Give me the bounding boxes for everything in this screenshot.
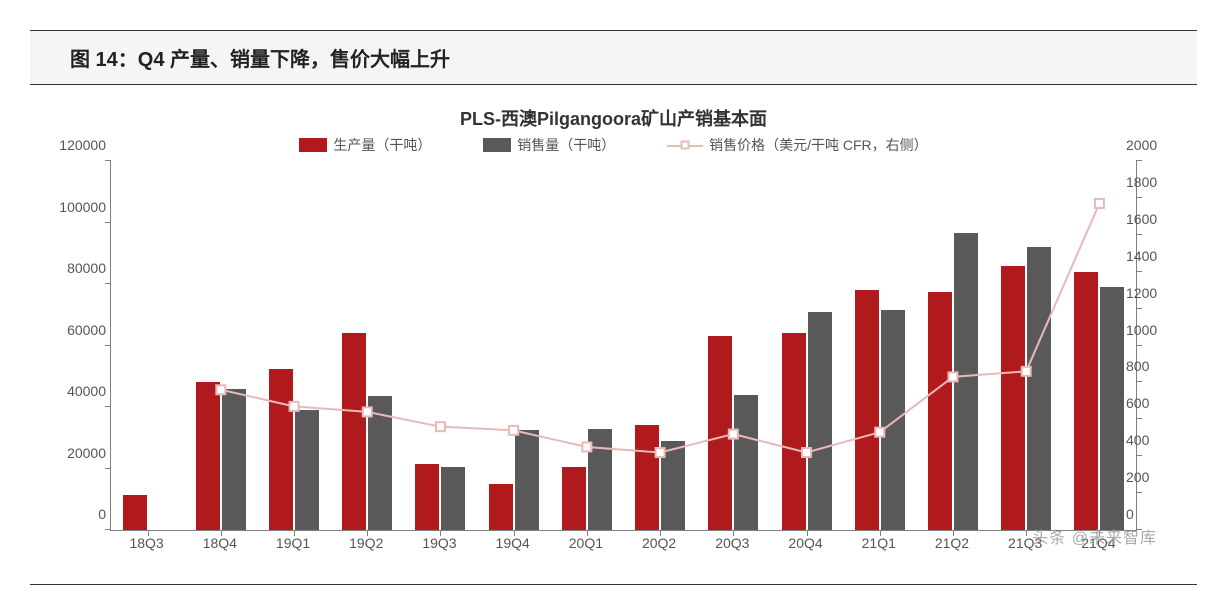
price-marker xyxy=(1095,199,1104,208)
y-right-tick: 400 xyxy=(1126,432,1196,448)
y-axis-right: 0200400600800100012001400160018002000 xyxy=(1126,161,1196,530)
y-left-tick-mark xyxy=(105,283,111,284)
y-left-tick: 40000 xyxy=(36,383,106,399)
y-left-tick-mark xyxy=(105,468,111,469)
y-right-tick-mark xyxy=(1136,381,1142,382)
y-right-tick-mark xyxy=(1136,418,1142,419)
y-right-tick: 200 xyxy=(1126,469,1196,485)
x-axis-label: 19Q2 xyxy=(349,535,383,551)
y-right-tick-mark xyxy=(1136,455,1142,456)
legend-swatch-price xyxy=(667,138,703,152)
price-marker xyxy=(436,422,445,431)
x-axis-label: 20Q4 xyxy=(788,535,822,551)
price-line xyxy=(221,203,1100,452)
y-left-tick: 100000 xyxy=(36,199,106,215)
y-left-tick-mark xyxy=(105,529,111,530)
plot-area: 020000400006000080000100000120000 020040… xyxy=(110,161,1137,531)
legend-item-production: 生产量（干吨） xyxy=(299,135,431,155)
y-left-tick-mark xyxy=(105,160,111,161)
price-marker xyxy=(802,448,811,457)
legend-marker-price xyxy=(681,141,690,150)
chart: PLS-西澳Pilgangoora矿山产销基本面 生产量（干吨） 销售量（干吨）… xyxy=(30,95,1197,585)
y-right-tick-mark xyxy=(1136,234,1142,235)
y-right-tick: 1000 xyxy=(1126,322,1196,338)
y-right-tick-mark xyxy=(1136,160,1142,161)
y-left-tick-mark xyxy=(105,406,111,407)
y-right-tick: 2000 xyxy=(1126,137,1196,153)
y-left-tick: 60000 xyxy=(36,322,106,338)
price-marker xyxy=(656,448,665,457)
y-axis-left: 020000400006000080000100000120000 xyxy=(36,161,106,530)
y-right-tick: 1400 xyxy=(1126,248,1196,264)
y-left-tick: 20000 xyxy=(36,445,106,461)
y-left-tick: 120000 xyxy=(36,137,106,153)
price-marker xyxy=(1022,367,1031,376)
x-axis-label: 20Q3 xyxy=(715,535,749,551)
y-right-tick-mark xyxy=(1136,197,1142,198)
x-axis-label: 21Q3 xyxy=(1008,535,1042,551)
y-right-tick-mark xyxy=(1136,271,1142,272)
y-right-tick: 1800 xyxy=(1126,174,1196,190)
x-axis-labels: 18Q3 18Q4 19Q1 19Q2 19Q3 19Q4 20Q1 20Q2 20Q3 20Q4… xyxy=(110,535,1137,557)
legend-label-sales: 销售量（干吨） xyxy=(517,135,615,155)
y-left-tick-mark xyxy=(105,345,111,346)
y-left-tick: 0 xyxy=(36,506,106,522)
y-left-tick: 80000 xyxy=(36,260,106,276)
y-right-tick: 1200 xyxy=(1126,285,1196,301)
price-marker xyxy=(729,430,738,439)
x-axis-label: 20Q2 xyxy=(642,535,676,551)
line-layer xyxy=(111,161,1136,530)
x-axis-label: 21Q2 xyxy=(935,535,969,551)
x-axis-label: 21Q1 xyxy=(862,535,896,551)
price-marker xyxy=(948,372,957,381)
figure-caption: 图 14：Q4 产量、销量下降，售价大幅上升 xyxy=(70,43,1177,72)
legend-swatch-sales xyxy=(483,138,511,152)
x-axis-label: 19Q1 xyxy=(276,535,310,551)
price-marker xyxy=(363,407,372,416)
x-axis-label: 18Q4 xyxy=(203,535,237,551)
price-marker xyxy=(509,426,518,435)
price-marker xyxy=(875,428,884,437)
y-right-tick-mark xyxy=(1136,345,1142,346)
price-marker xyxy=(290,402,299,411)
figure-caption-band: 图 14：Q4 产量、销量下降，售价大幅上升 xyxy=(30,30,1197,85)
legend-item-price: 销售价格（美元/干吨 CFR，右侧） xyxy=(667,135,928,155)
y-right-tick: 800 xyxy=(1126,358,1196,374)
y-right-tick-mark xyxy=(1136,492,1142,493)
chart-title: PLS-西澳Pilgangoora矿山产销基本面 xyxy=(30,95,1197,135)
legend-label-price: 销售价格（美元/干吨 CFR，右侧） xyxy=(709,135,928,155)
legend-label-production: 生产量（干吨） xyxy=(333,135,431,155)
x-axis-label: 19Q3 xyxy=(422,535,456,551)
x-axis-label: 18Q3 xyxy=(129,535,163,551)
legend: 生产量（干吨） 销售量（干吨） 销售价格（美元/干吨 CFR，右侧） xyxy=(30,135,1197,161)
x-axis-label: 21Q4 xyxy=(1081,535,1115,551)
legend-item-sales: 销售量（干吨） xyxy=(483,135,615,155)
y-right-tick-mark xyxy=(1136,529,1142,530)
x-axis-label: 20Q1 xyxy=(569,535,603,551)
legend-swatch-production xyxy=(299,138,327,152)
y-right-tick: 600 xyxy=(1126,395,1196,411)
y-left-tick-mark xyxy=(105,222,111,223)
y-right-tick: 0 xyxy=(1126,506,1196,522)
price-marker xyxy=(216,385,225,394)
price-marker xyxy=(582,442,591,451)
y-right-tick: 1600 xyxy=(1126,211,1196,227)
y-right-tick-mark xyxy=(1136,308,1142,309)
x-axis-label: 19Q4 xyxy=(496,535,530,551)
